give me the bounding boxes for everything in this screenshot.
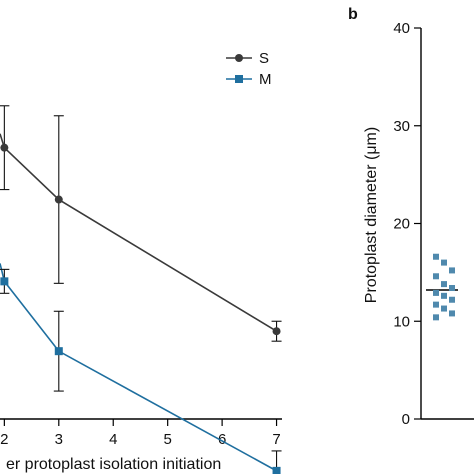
panel-b-data-point xyxy=(449,296,455,303)
panel-b-data-point xyxy=(441,259,447,266)
panel-b-y-axis-label: Protoplast diameter (μm) xyxy=(363,127,380,303)
panel-a-line-chart: 2 3 4 5 6 7 er protoplast isolation initiatio… xyxy=(0,50,282,474)
series-line-s xyxy=(0,133,277,332)
panel-a-x-tick-label: 5 xyxy=(164,431,172,448)
series-line-m xyxy=(0,263,277,472)
legend-marker-s xyxy=(235,54,243,62)
data-point-m xyxy=(54,347,63,356)
panel-b-data-point xyxy=(441,281,447,288)
panel-a-axes: 2 3 4 5 6 7 xyxy=(0,418,282,448)
panel-a-x-tick-label: 3 xyxy=(55,431,63,448)
panel-b-y-tick-label: 10 xyxy=(393,313,410,330)
panel-b-y-tick-label: 30 xyxy=(393,118,410,135)
panel-b-data-point xyxy=(433,289,439,296)
panel-a-series xyxy=(0,105,282,474)
panel-a-x-tick-label: 6 xyxy=(218,431,226,448)
data-point-m xyxy=(0,277,9,286)
data-point-m xyxy=(272,466,281,474)
panel-b-data-point xyxy=(441,305,447,312)
panel-b-y-tick-label: 0 xyxy=(402,411,410,428)
panel-b-data-point xyxy=(449,310,455,317)
panel-b-points xyxy=(426,253,458,321)
data-point-s xyxy=(272,327,281,336)
panel-b-data-point xyxy=(433,301,439,308)
data-point-s xyxy=(54,195,63,204)
panel-b-y-tick-label: 40 xyxy=(393,20,410,37)
panel-b-axes: 0 10 20 30 40 xyxy=(393,20,474,428)
data-point-s xyxy=(0,143,9,152)
legend-entry-m: M xyxy=(226,71,272,88)
panel-b-data-point xyxy=(441,292,447,299)
panel-b-letter: b xyxy=(348,6,358,23)
panel-b-data-point xyxy=(449,285,455,292)
legend-label-s: S xyxy=(259,50,269,67)
panel-a-x-axis-label: er protoplast isolation initiation xyxy=(6,456,221,473)
panel-a-x-tick-label: 2 xyxy=(0,431,8,448)
panel-b-data-point xyxy=(433,314,439,321)
panel-b-data-point xyxy=(449,267,455,274)
panel-a-legend: S M xyxy=(226,50,272,88)
panel-a-x-tick-label: 7 xyxy=(272,431,280,448)
panel-b-data-point xyxy=(433,273,439,280)
panel-b-data-point xyxy=(433,253,439,260)
legend-entry-s: S xyxy=(226,50,269,67)
legend-label-m: M xyxy=(259,71,272,88)
panel-b-scatter-chart: b 0 10 20 30 40 Protoplast diameter (μm) xyxy=(348,6,474,428)
legend-marker-m xyxy=(235,75,243,83)
panel-b-y-tick-label: 20 xyxy=(393,216,410,233)
panel-a-x-tick-label: 4 xyxy=(109,431,117,448)
